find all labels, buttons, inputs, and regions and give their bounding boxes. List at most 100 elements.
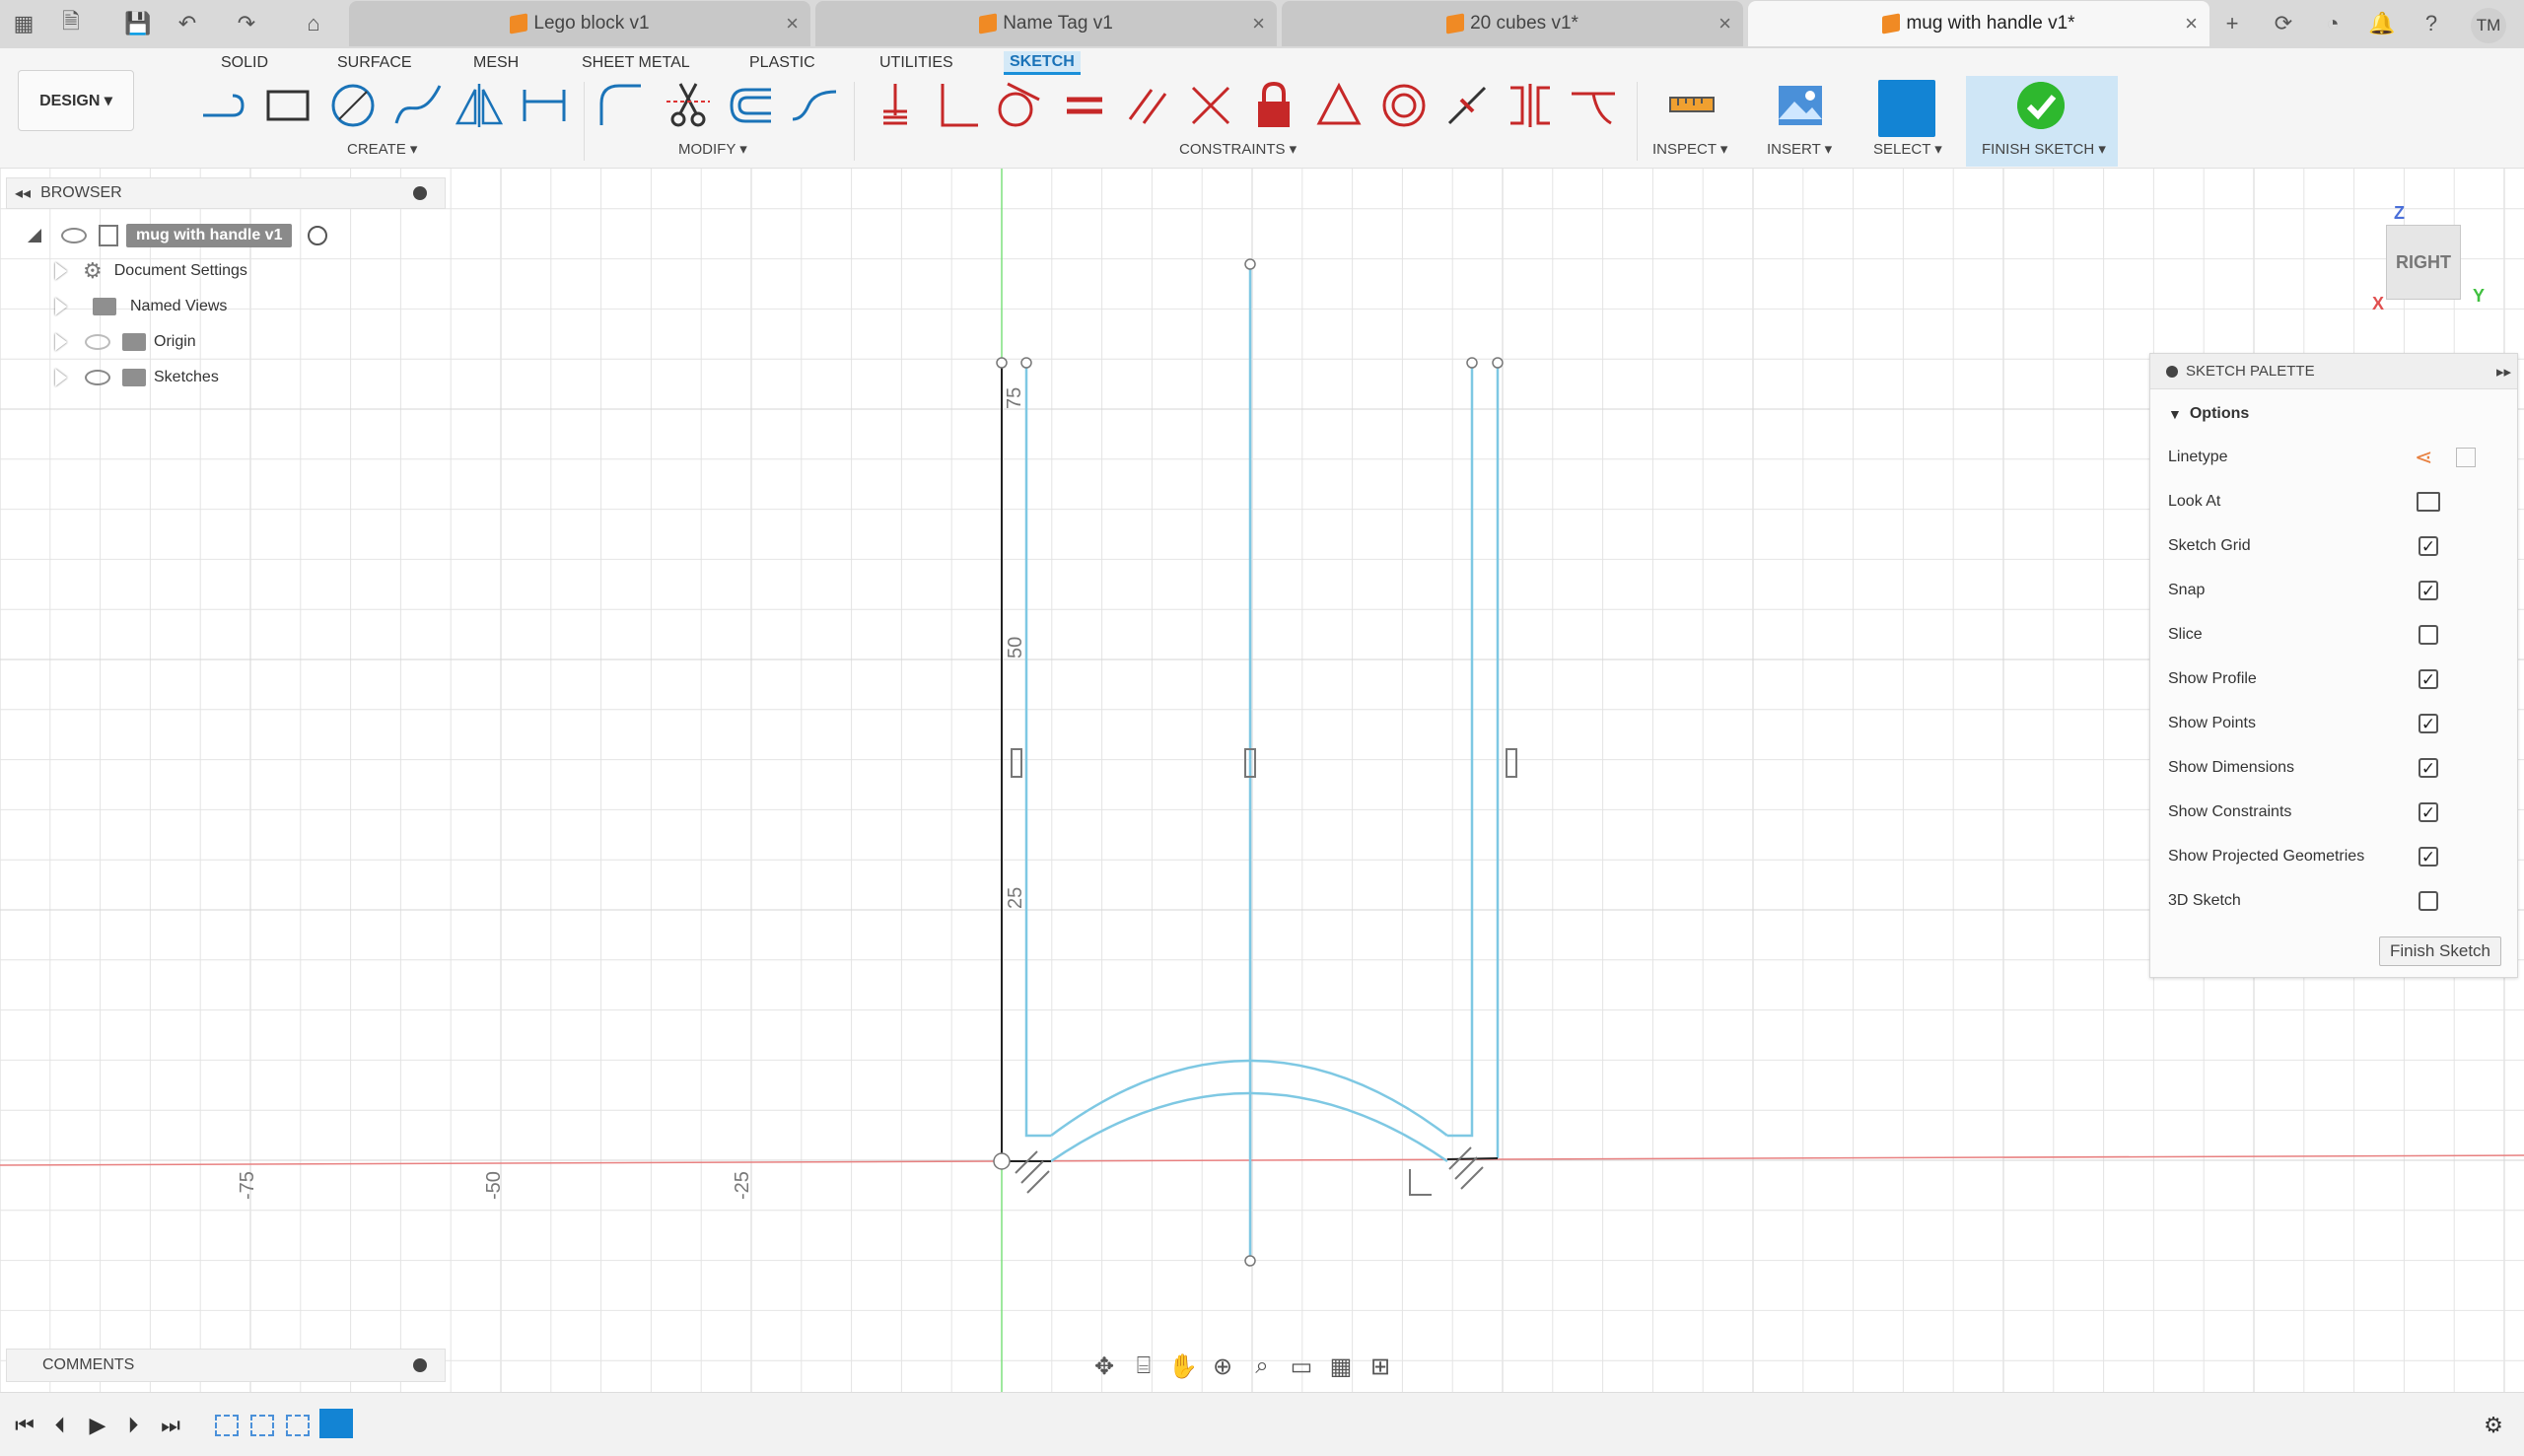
ribbon-tab-mesh[interactable]: MESH bbox=[473, 54, 520, 71]
browser-root-row[interactable]: mug with handle v1 bbox=[28, 221, 328, 250]
browser-item-sketches[interactable]: Sketches bbox=[55, 363, 219, 392]
finish-sketch-menu[interactable]: FINISH SKETCH ▾ bbox=[1982, 141, 2106, 158]
browser-item-document-settings[interactable]: ⚙ Document Settings bbox=[55, 256, 247, 286]
expand-arrow-icon[interactable] bbox=[28, 229, 41, 243]
hidden-eye-icon[interactable] bbox=[85, 334, 110, 350]
close-icon[interactable]: × bbox=[786, 11, 799, 35]
timeline-sketch-feature[interactable] bbox=[286, 1415, 310, 1436]
collinear-constraint-icon[interactable] bbox=[1185, 80, 1236, 131]
insert-image-icon[interactable] bbox=[1775, 80, 1826, 131]
doc-tab-lego-block[interactable]: Lego block v1 × bbox=[349, 1, 810, 46]
option-checkbox[interactable]: ✓ bbox=[2419, 581, 2438, 600]
palette-expand-icon[interactable]: ▸▸ bbox=[2495, 363, 2511, 381]
viewports-icon[interactable]: ⊞ bbox=[1369, 1352, 1391, 1380]
play-icon[interactable]: ▶ bbox=[89, 1413, 106, 1437]
timeline-sketch-feature[interactable] bbox=[250, 1415, 274, 1436]
sketch-line-inner-left[interactable] bbox=[1024, 363, 1051, 1138]
panel-minimize-icon[interactable] bbox=[413, 186, 427, 200]
dimension-tool-icon[interactable] bbox=[519, 80, 570, 131]
spline-tool-icon[interactable] bbox=[392, 80, 444, 131]
workspace-switcher[interactable]: DESIGN ▾ bbox=[18, 70, 134, 131]
centerline-linetype-icon[interactable] bbox=[2456, 448, 2476, 467]
select-tool-icon[interactable] bbox=[1878, 80, 1935, 137]
curvature-constraint-icon[interactable] bbox=[1568, 80, 1619, 131]
add-comment-icon[interactable] bbox=[413, 1358, 427, 1372]
ribbon-tab-sheet-metal[interactable]: SHEET METAL bbox=[582, 54, 690, 71]
close-icon[interactable]: × bbox=[1252, 11, 1265, 35]
option-checkbox[interactable]: ✓ bbox=[2419, 536, 2438, 556]
orbit-icon[interactable]: ✥ bbox=[1093, 1352, 1115, 1380]
redo-icon[interactable]: ↷ bbox=[237, 11, 256, 35]
look-at-icon[interactable]: ⌸ bbox=[1136, 1352, 1152, 1379]
expand-arrow-icon[interactable] bbox=[55, 369, 67, 386]
fillet-tool-icon[interactable] bbox=[596, 80, 647, 131]
fix-constraint-icon[interactable] bbox=[1248, 80, 1299, 131]
modify-menu[interactable]: MODIFY ▾ bbox=[678, 141, 747, 158]
browser-item-named-views[interactable]: Named Views bbox=[55, 292, 227, 321]
palette-minimize-icon[interactable] bbox=[2166, 365, 2178, 378]
gear-icon[interactable]: ⚙ bbox=[2484, 1413, 2503, 1437]
look-at-icon[interactable] bbox=[2417, 492, 2440, 512]
close-icon[interactable]: × bbox=[1718, 11, 1731, 35]
expand-arrow-icon[interactable] bbox=[55, 333, 67, 351]
check-icon[interactable] bbox=[2017, 82, 2065, 129]
step-forward-icon[interactable]: ⏵ bbox=[127, 1413, 139, 1437]
option-checkbox[interactable] bbox=[2419, 625, 2438, 645]
measure-tool-icon[interactable] bbox=[1666, 80, 1718, 131]
timeline-active-sketch[interactable] bbox=[319, 1409, 353, 1438]
expand-arrow-icon[interactable] bbox=[55, 298, 67, 315]
option-checkbox[interactable]: ✓ bbox=[2419, 802, 2438, 822]
save-icon[interactable]: 💾 bbox=[124, 11, 152, 35]
job-status-icon[interactable]: ◔ bbox=[2326, 11, 2340, 35]
timeline-sketch-feature[interactable] bbox=[215, 1415, 239, 1436]
perpendicular-constraint-icon[interactable] bbox=[933, 80, 984, 131]
go-to-end-icon[interactable]: ⏭ bbox=[161, 1413, 180, 1437]
ribbon-tab-solid[interactable]: SOLID bbox=[221, 54, 269, 71]
inspect-menu[interactable]: INSPECT ▾ bbox=[1652, 141, 1728, 158]
rectangle-tool-icon[interactable] bbox=[262, 80, 314, 131]
file-menu-icon[interactable]: 🗎 bbox=[62, 9, 80, 34]
option-checkbox[interactable]: ✓ bbox=[2419, 847, 2438, 867]
parallel-constraint-icon[interactable] bbox=[1122, 80, 1173, 131]
option-checkbox[interactable] bbox=[2419, 891, 2438, 911]
ribbon-tab-sketch[interactable]: SKETCH bbox=[1004, 51, 1081, 75]
step-back-icon[interactable]: ⏴ bbox=[54, 1413, 66, 1437]
insert-menu[interactable]: INSERT ▾ bbox=[1767, 141, 1833, 158]
horizontal-vertical-constraint-icon[interactable] bbox=[1505, 80, 1556, 131]
midpoint-constraint-icon[interactable] bbox=[1441, 80, 1493, 131]
ribbon-tab-utilities[interactable]: UTILITIES bbox=[879, 54, 953, 71]
visibility-eye-icon[interactable] bbox=[85, 370, 110, 385]
sketch-scale-icon[interactable] bbox=[789, 80, 840, 131]
collapse-icon[interactable]: ◂◂ bbox=[15, 185, 32, 202]
pan-icon[interactable]: ✋ bbox=[1168, 1352, 1198, 1380]
go-to-start-icon[interactable]: ⏮ bbox=[15, 1413, 35, 1437]
display-settings-icon[interactable]: ▭ bbox=[1290, 1352, 1313, 1380]
construction-linetype-icon[interactable]: ⋖ bbox=[2415, 445, 2433, 469]
grid-settings-icon[interactable]: ▦ bbox=[1329, 1352, 1353, 1380]
tangent-constraint-icon[interactable] bbox=[994, 80, 1045, 131]
doc-tab-name-tag[interactable]: Name Tag v1 × bbox=[815, 1, 1277, 46]
new-tab-icon[interactable]: + bbox=[2225, 11, 2239, 35]
finish-sketch-button[interactable]: Finish Sketch bbox=[2379, 936, 2501, 966]
symmetry-constraint-icon[interactable] bbox=[1313, 80, 1365, 131]
zoom-window-icon[interactable]: ⌕ bbox=[1255, 1352, 1269, 1379]
expand-arrow-icon[interactable] bbox=[55, 262, 67, 280]
app-grid-icon[interactable]: ▦ bbox=[13, 11, 35, 35]
line-tool-icon[interactable] bbox=[197, 80, 248, 131]
create-menu[interactable]: CREATE ▾ bbox=[347, 141, 418, 158]
select-menu[interactable]: SELECT ▾ bbox=[1873, 141, 1942, 158]
concentric-constraint-icon[interactable] bbox=[1378, 80, 1430, 131]
option-checkbox[interactable]: ✓ bbox=[2419, 714, 2438, 733]
sketch-canvas[interactable]: -75 -50 -25 100 75 50 25 bbox=[0, 169, 2524, 1392]
close-icon[interactable]: × bbox=[2185, 11, 2198, 35]
ribbon-tab-surface[interactable]: SURFACE bbox=[337, 54, 412, 71]
sketch-line-inner-right[interactable] bbox=[1447, 363, 1474, 1138]
ribbon-tab-plastic[interactable]: PLASTIC bbox=[749, 54, 815, 71]
offset-tool-icon[interactable] bbox=[726, 80, 777, 131]
doc-tab-20-cubes[interactable]: 20 cubes v1* × bbox=[1282, 1, 1743, 46]
home-icon[interactable]: ⌂ bbox=[307, 11, 320, 35]
doc-tab-mug-with-handle[interactable]: mug with handle v1* × bbox=[1748, 1, 2209, 46]
visibility-eye-icon[interactable] bbox=[61, 228, 87, 243]
circle-tool-icon[interactable] bbox=[327, 80, 379, 131]
help-icon[interactable]: ? bbox=[2424, 11, 2438, 35]
